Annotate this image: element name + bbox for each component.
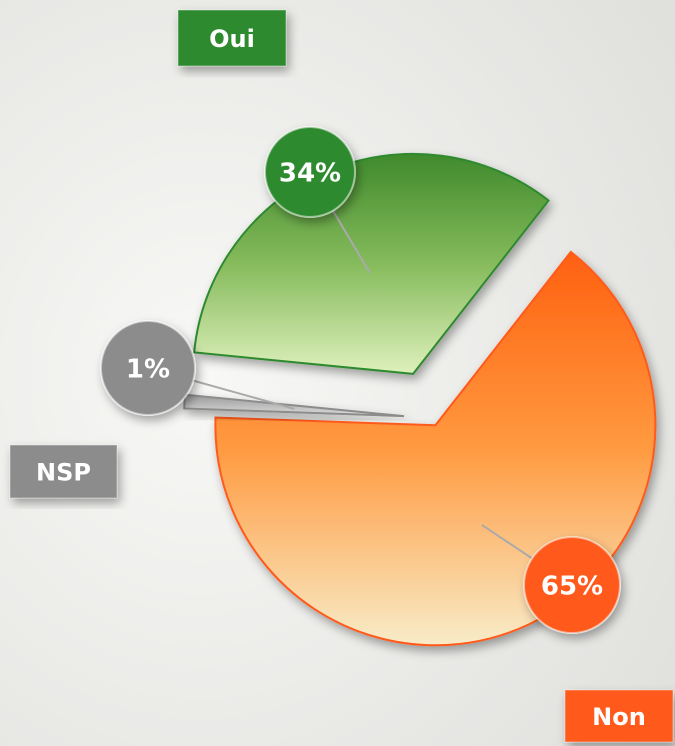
category-label: Oui (209, 25, 255, 53)
category-label: Non (592, 703, 646, 731)
category-label: NSP (36, 459, 91, 487)
value-bubble (264, 126, 356, 218)
value-bubble (523, 536, 621, 634)
labels: 65% Non 1% NSP 34% Oui (9, 9, 674, 743)
value-bubble (100, 320, 196, 416)
category-box (564, 689, 674, 743)
value-label: 65% (541, 572, 603, 602)
category-box (9, 444, 118, 499)
value-label: 34% (279, 159, 341, 189)
value-label: 1% (126, 355, 170, 385)
category-box (177, 9, 287, 67)
